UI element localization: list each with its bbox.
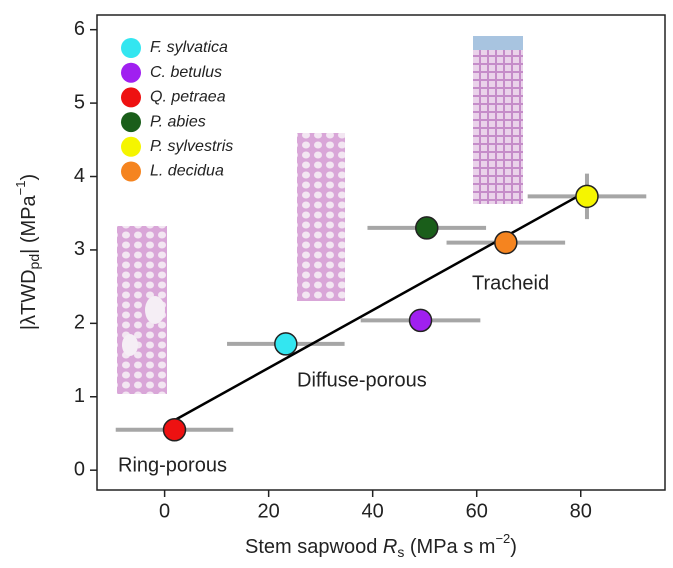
plot-frame <box>96 14 666 491</box>
fit-line <box>173 190 588 422</box>
annotation: Tracheid <box>472 272 549 294</box>
point <box>575 184 599 209</box>
x-tick-label: 80 <box>570 500 592 522</box>
y-tick-label: 4 <box>74 165 85 187</box>
vessel <box>122 334 138 356</box>
diffuse-porous-image <box>297 133 345 301</box>
vessel <box>145 296 165 324</box>
legend-marker <box>121 136 141 157</box>
y-tick-label: 2 <box>74 312 85 334</box>
legend-label: L. decidua <box>150 163 224 180</box>
y-tick-label: 3 <box>74 238 85 260</box>
legend-label: F. sylvatica <box>150 39 228 56</box>
x-tick-label: 0 <box>159 500 170 522</box>
legend-marker <box>121 161 141 182</box>
x-tick-label: 60 <box>466 500 488 522</box>
x-axis-label: Stem sapwood Rs (MPa s m−2) <box>245 531 517 559</box>
legend-marker <box>121 87 141 108</box>
y-tick-label: 1 <box>74 385 85 407</box>
point <box>274 332 298 356</box>
point <box>162 418 187 442</box>
tracheid-image-band <box>473 36 523 50</box>
y-tick-label: 5 <box>74 91 85 113</box>
point <box>415 216 439 240</box>
legend-marker <box>121 62 141 83</box>
legend-label: C. betulus <box>150 64 222 81</box>
micrographs <box>117 36 523 394</box>
annotation: Diffuse-porous <box>297 369 427 391</box>
y-axis-label: |λTWDpd| (MPa−1) <box>13 174 41 330</box>
y-tick-label: 0 <box>74 458 85 480</box>
legend-label: P. sylvestris <box>150 138 233 155</box>
annotation: Ring-porous <box>118 454 227 476</box>
y-tick-label: 6 <box>74 18 85 40</box>
legend-label: Q. petraea <box>150 89 226 106</box>
x-tick-label: 40 <box>362 500 384 522</box>
legend-marker <box>121 38 141 58</box>
legend-marker <box>121 112 141 133</box>
x-tick-label: 20 <box>258 500 280 522</box>
legend-label: P. abies <box>150 113 206 130</box>
point <box>494 230 518 255</box>
point <box>408 308 433 333</box>
tracheid-image <box>473 36 523 204</box>
